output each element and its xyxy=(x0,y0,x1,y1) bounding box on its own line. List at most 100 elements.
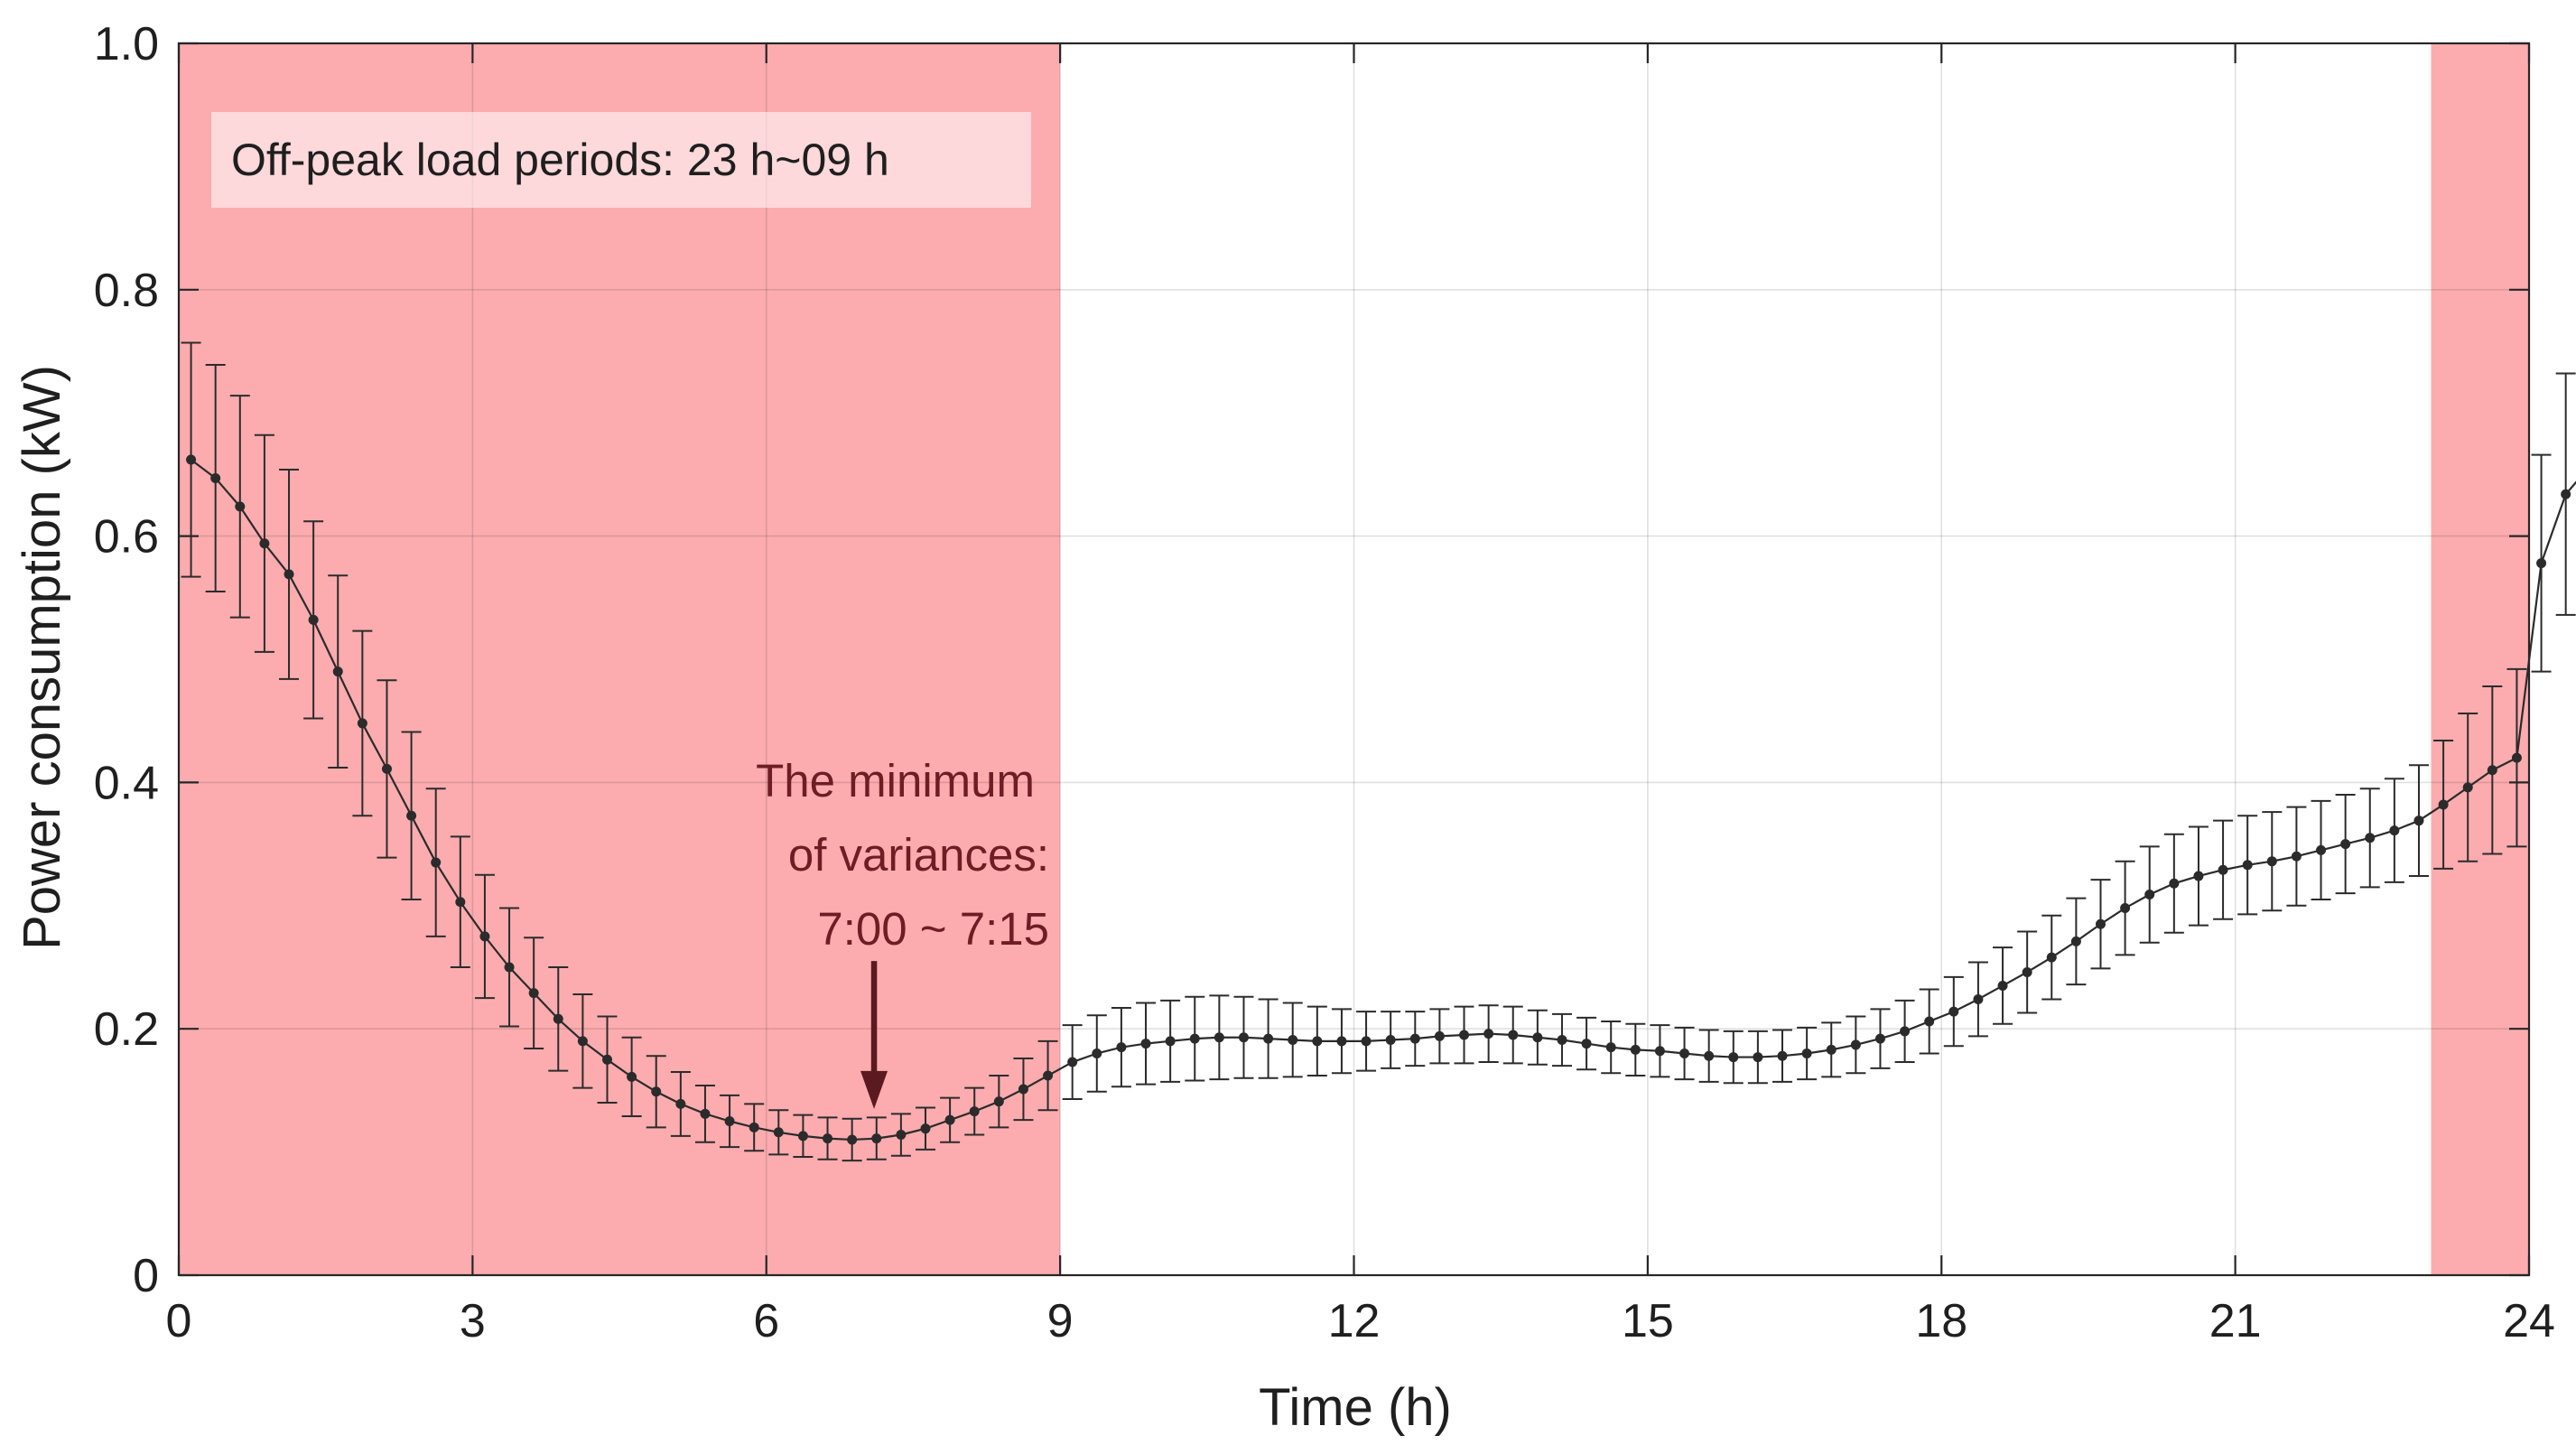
data-point-0 xyxy=(186,454,197,465)
data-point-47 xyxy=(1336,1036,1347,1047)
data-point-2 xyxy=(235,501,246,512)
data-point-79 xyxy=(2120,903,2131,914)
data-point-34 xyxy=(1018,1084,1028,1095)
data-point-66 xyxy=(1801,1048,1812,1058)
x-tick-label-1: 3 xyxy=(460,1295,486,1347)
data-point-69 xyxy=(1874,1033,1885,1044)
data-point-95 xyxy=(2511,752,2522,763)
series-line-0 xyxy=(190,459,2576,1142)
data-point-49 xyxy=(1385,1034,1396,1045)
grid-lines xyxy=(179,43,2529,1275)
data-point-94 xyxy=(2487,765,2497,776)
data-point-26 xyxy=(823,1133,833,1144)
data-point-48 xyxy=(1361,1036,1372,1047)
annotation-arrow-head xyxy=(860,1070,888,1109)
data-point-84 xyxy=(2242,860,2253,871)
data-point-45 xyxy=(1288,1034,1298,1045)
data-point-72 xyxy=(1948,1006,1959,1017)
data-point-61 xyxy=(1679,1048,1690,1058)
data-point-50 xyxy=(1409,1033,1420,1044)
data-point-71 xyxy=(1924,1016,1935,1027)
shade-label-background xyxy=(211,112,1031,208)
y-tick-label-3: 0.6 xyxy=(94,511,159,564)
data-point-73 xyxy=(1973,993,1984,1004)
data-point-80 xyxy=(2144,890,2155,900)
data-point-77 xyxy=(2070,936,2081,946)
data-point-56 xyxy=(1557,1034,1567,1045)
data-point-35 xyxy=(1043,1070,1054,1081)
data-point-22 xyxy=(724,1116,735,1126)
data-point-51 xyxy=(1434,1030,1445,1041)
data-point-88 xyxy=(2340,839,2351,850)
data-point-60 xyxy=(1654,1046,1665,1057)
data-point-64 xyxy=(1753,1052,1763,1063)
data-point-17 xyxy=(602,1054,613,1065)
data-point-75 xyxy=(2022,966,2032,977)
data-point-30 xyxy=(920,1123,931,1134)
data-point-1 xyxy=(210,472,221,483)
data-point-96 xyxy=(2536,558,2547,569)
x-tick-label-4: 12 xyxy=(1328,1295,1381,1347)
shaded-region-0 xyxy=(179,43,1061,1275)
annotation-line-3: 7:00 ~ 7:15 xyxy=(817,903,1049,955)
data-point-54 xyxy=(1508,1030,1519,1040)
data-point-37 xyxy=(1092,1048,1102,1058)
data-point-38 xyxy=(1116,1042,1127,1053)
x-tick-label-0: 0 xyxy=(166,1295,192,1347)
y-tick-label-1: 0.2 xyxy=(94,1003,159,1056)
data-point-11 xyxy=(455,897,466,908)
data-point-43 xyxy=(1238,1032,1249,1043)
data-point-83 xyxy=(2218,864,2228,875)
data-point-58 xyxy=(1605,1042,1616,1053)
data-point-55 xyxy=(1532,1032,1543,1043)
data-point-65 xyxy=(1777,1050,1788,1061)
data-point-62 xyxy=(1704,1050,1715,1061)
shade-label: Off-peak load periods: 23 h~09 h xyxy=(231,135,889,185)
data-point-13 xyxy=(504,962,515,973)
data-point-82 xyxy=(2193,871,2204,881)
y-tick-label-2: 0.4 xyxy=(94,757,159,809)
data-point-28 xyxy=(871,1133,882,1144)
data-point-81 xyxy=(2169,878,2180,889)
data-point-63 xyxy=(1728,1052,1739,1063)
data-point-5 xyxy=(308,614,319,625)
data-point-52 xyxy=(1459,1030,1470,1040)
data-point-39 xyxy=(1140,1039,1151,1049)
x-axis-label: Time (h) xyxy=(1259,1378,1452,1437)
data-point-9 xyxy=(406,810,417,821)
shade-label-box: Off-peak load periods: 23 h~09 h xyxy=(211,112,1031,208)
data-point-67 xyxy=(1826,1044,1837,1055)
data-point-4 xyxy=(284,569,294,580)
shaded-regions xyxy=(179,43,2529,1275)
data-point-78 xyxy=(2095,918,2106,929)
data-point-32 xyxy=(969,1106,980,1117)
data-point-21 xyxy=(700,1108,711,1119)
x-tick-label-6: 18 xyxy=(1915,1295,1967,1347)
data-point-76 xyxy=(2046,952,2057,963)
data-point-41 xyxy=(1189,1033,1200,1044)
x-tick-label-2: 6 xyxy=(753,1295,779,1347)
series-layer xyxy=(181,341,2576,1162)
data-point-19 xyxy=(651,1086,662,1097)
data-point-25 xyxy=(797,1131,808,1142)
data-point-8 xyxy=(381,763,392,774)
x-tick-label-3: 9 xyxy=(1047,1295,1074,1347)
data-point-46 xyxy=(1312,1036,1323,1047)
data-point-90 xyxy=(2389,825,2400,836)
data-point-44 xyxy=(1263,1033,1274,1044)
x-tick-label-8: 24 xyxy=(2503,1295,2555,1347)
data-point-91 xyxy=(2413,816,2424,826)
data-point-23 xyxy=(749,1122,759,1132)
annotation-line-2: of variances: xyxy=(788,829,1049,881)
data-point-7 xyxy=(357,718,367,729)
data-point-3 xyxy=(259,538,270,549)
data-point-10 xyxy=(431,857,442,868)
y-axis-label: Power consumption (kW) xyxy=(13,365,71,950)
data-point-93 xyxy=(2462,782,2473,793)
y-tick-label-0: 0 xyxy=(133,1250,159,1302)
data-point-86 xyxy=(2291,851,2302,862)
data-point-68 xyxy=(1850,1039,1861,1050)
data-point-40 xyxy=(1165,1036,1176,1047)
x-tick-label-5: 15 xyxy=(1622,1295,1674,1347)
